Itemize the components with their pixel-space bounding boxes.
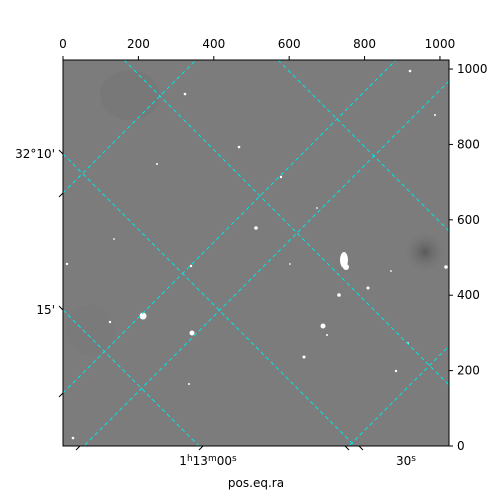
top-tick-label: 800 (353, 37, 376, 51)
dec-tick-label-1: 32°10' (15, 147, 55, 161)
right-tick-label: 0 (457, 439, 465, 453)
right-tick-label: 200 (457, 364, 480, 378)
top-tick-label: 0 (59, 37, 67, 51)
plot-frame (62, 59, 450, 447)
x-axis-label: pos.eq.ra (228, 476, 284, 490)
right-tick-label: 800 (457, 137, 480, 151)
top-tick-label: 1000 (425, 37, 456, 51)
right-tick-label: 600 (457, 213, 480, 227)
top-tick-label: 600 (278, 37, 301, 51)
sky-image (63, 60, 449, 446)
ra-tick-label-1: 1h13m00s (179, 454, 237, 468)
right-axis: 0 200 400 600 800 1000 (449, 62, 488, 453)
right-tick-label: 1000 (457, 62, 488, 76)
right-tick-label: 400 (457, 288, 480, 302)
coordinate-grid (63, 60, 449, 446)
top-tick-label: 400 (202, 37, 225, 51)
dec-tick-label-2: 15' (36, 303, 55, 317)
bottom-axis (75, 445, 364, 451)
star-field (65, 69, 448, 440)
ra-tick-label-2: 30s (396, 454, 416, 468)
top-tick-label: 200 (127, 37, 150, 51)
top-axis: 0 200 400 600 800 1000 (59, 37, 455, 60)
left-axis (58, 149, 64, 398)
